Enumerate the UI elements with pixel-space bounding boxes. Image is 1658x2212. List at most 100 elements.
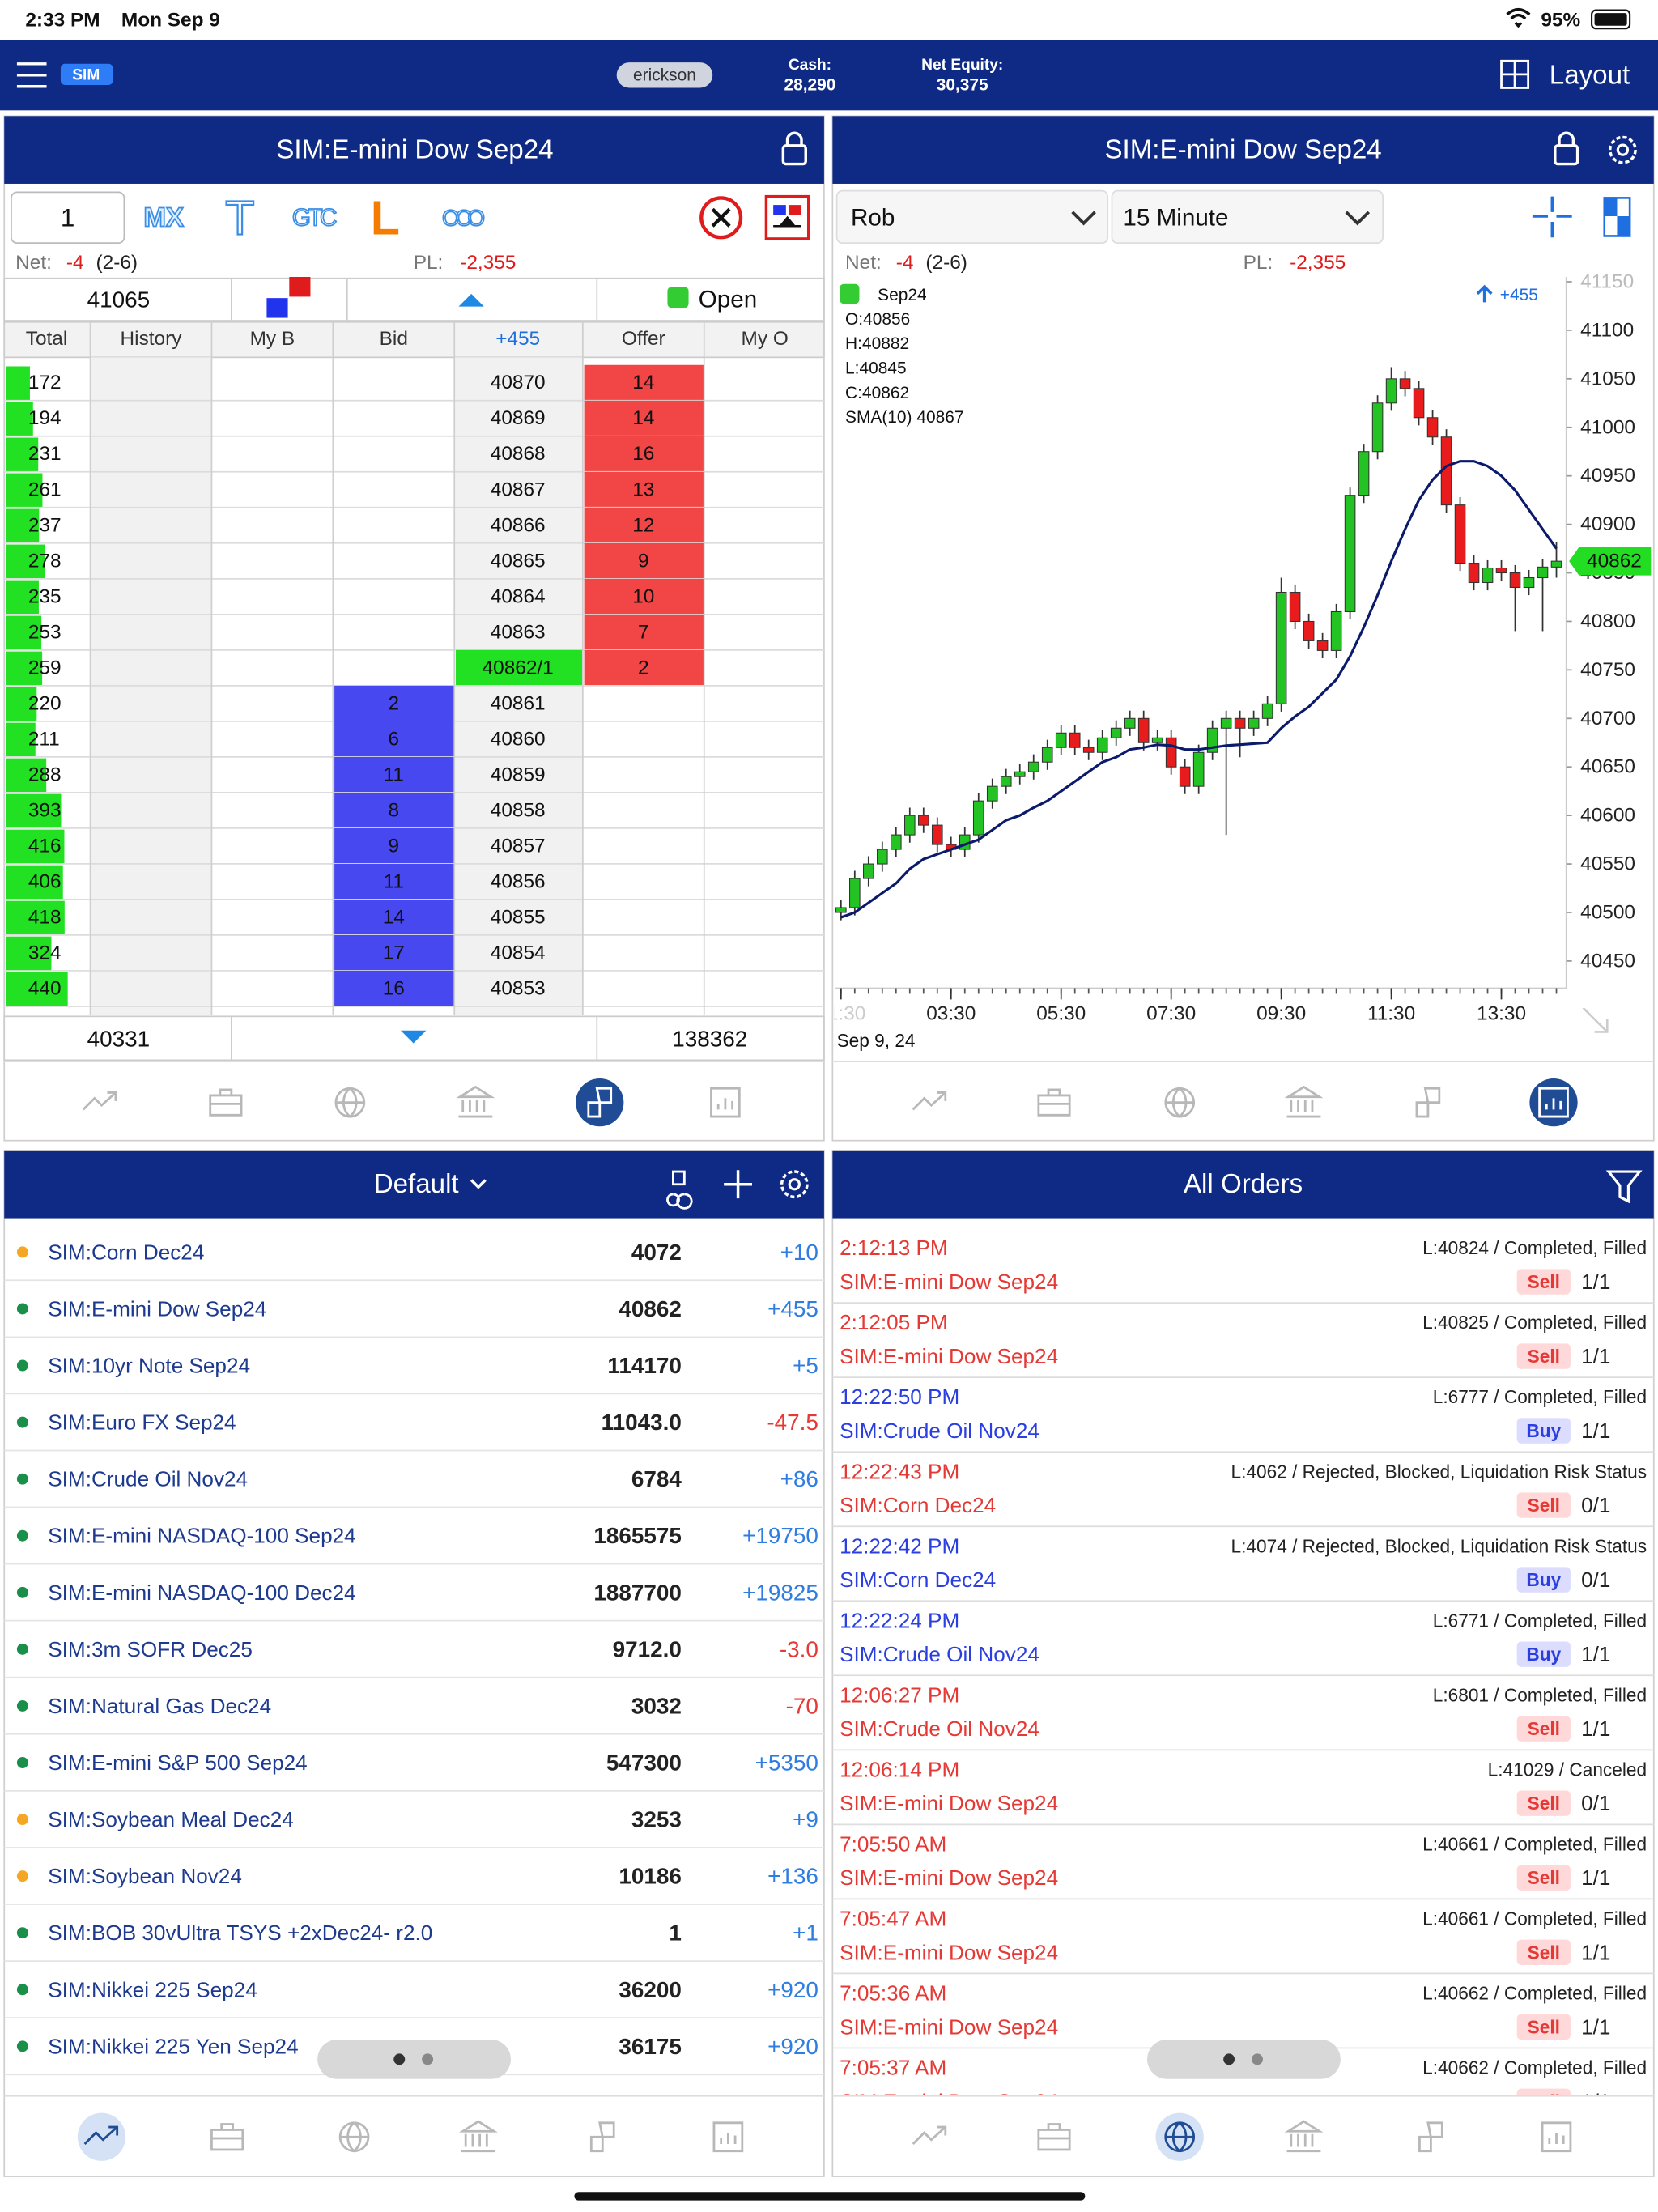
tab-icon[interactable] xyxy=(1164,2121,1196,2153)
instrument-name[interactable]: SIM:E-mini Dow Sep24 xyxy=(48,1296,266,1321)
instrument-name[interactable]: SIM:Crude Oil Nov24 xyxy=(48,1467,248,1491)
lock-icon[interactable] xyxy=(1554,144,1579,166)
resize-icon[interactable] xyxy=(1582,1006,1609,1033)
bid-cell[interactable] xyxy=(334,827,455,864)
instrument-name[interactable]: SIM:Soybean Meal Dec24 xyxy=(48,1807,294,1831)
tab-icon[interactable] xyxy=(1538,1087,1569,1118)
column-header: +455 xyxy=(495,328,540,350)
bid-cell[interactable] xyxy=(334,756,455,793)
tab-icon[interactable] xyxy=(83,2125,119,2145)
tab-icon[interactable] xyxy=(210,2123,244,2151)
tab-icon[interactable] xyxy=(334,1087,366,1118)
instrument-name[interactable]: SIM:Soybean Nov24 xyxy=(48,1864,242,1888)
tab-icon[interactable] xyxy=(589,2121,615,2153)
offer-cell[interactable] xyxy=(584,614,704,650)
order-tool[interactable]: T xyxy=(224,189,255,245)
tab-icon[interactable] xyxy=(1164,1087,1196,1118)
instrument-name[interactable]: SIM:E-mini S&P 500 Sep24 xyxy=(48,1750,307,1775)
scroll-up[interactable] xyxy=(458,293,484,307)
instrument-name[interactable]: SIM:E-mini NASDAQ-100 Sep24 xyxy=(48,1524,355,1548)
offer-cell[interactable] xyxy=(584,400,704,436)
offer-cell[interactable] xyxy=(584,578,704,615)
bid-cell[interactable] xyxy=(334,721,455,757)
tab-icon[interactable] xyxy=(1541,2121,1572,2153)
bid-cell[interactable] xyxy=(334,792,455,828)
status-dot xyxy=(16,1757,28,1768)
order-status: L:6777 / Completed, Filled xyxy=(1433,1386,1647,1407)
order-tool[interactable]: MX xyxy=(142,202,184,233)
tab-icon[interactable] xyxy=(458,2120,498,2153)
volume-bar xyxy=(5,544,45,579)
bid-cell[interactable] xyxy=(334,899,455,935)
offer-cell[interactable] xyxy=(584,471,704,508)
instrument-name[interactable]: SIM:E-mini NASDAQ-100 Dec24 xyxy=(48,1580,355,1605)
add-icon[interactable] xyxy=(724,1170,753,1199)
tab-icon[interactable] xyxy=(1415,1087,1441,1118)
order-tool[interactable]: L xyxy=(371,190,400,245)
order-tool[interactable]: GTC xyxy=(291,203,340,232)
instrument-name[interactable]: SIM:Nikkei 225 Sep24 xyxy=(48,1977,257,2001)
footer-right: 138362 xyxy=(672,1027,747,1052)
offer-cell[interactable] xyxy=(584,507,704,543)
tab-icon[interactable] xyxy=(209,1088,243,1117)
tab-icon[interactable] xyxy=(710,1087,741,1118)
bid-cell[interactable] xyxy=(334,934,455,971)
column-header: Bid xyxy=(380,328,408,350)
qty-box[interactable] xyxy=(11,191,125,245)
order-instrument: SIM:E-mini Dow Sep24 xyxy=(840,1791,1058,1815)
tab-icon[interactable] xyxy=(456,1085,495,1118)
instrument-name[interactable]: SIM:BOB 30vUltra TSYS +2xDec24- r2.0 xyxy=(48,1921,432,1945)
order-tool[interactable]: OCO xyxy=(441,204,489,231)
candle-body xyxy=(1509,572,1521,589)
total-volume: 406 xyxy=(28,870,62,892)
bid-size: 6 xyxy=(389,728,400,750)
account-select[interactable] xyxy=(835,189,1109,245)
instrument-name[interactable]: SIM:3m SOFR Dec25 xyxy=(48,1637,253,1661)
bid-cell[interactable] xyxy=(334,970,455,1006)
order-time: 12:22:42 PM xyxy=(840,1534,959,1558)
order-instrument: SIM:Crude Oil Nov24 xyxy=(840,1419,1039,1443)
market-state: Open xyxy=(699,286,757,313)
instrument-name[interactable]: SIM:Nikkei 225 Yen Sep24 xyxy=(48,2034,298,2058)
group-icon[interactable] xyxy=(666,1170,693,1210)
filter-icon[interactable] xyxy=(1605,1170,1643,1204)
candle-body xyxy=(1248,717,1260,729)
side-badge xyxy=(1516,1790,1571,1816)
chevron[interactable] xyxy=(470,1179,487,1189)
tab-icon[interactable] xyxy=(912,2125,947,2145)
candle-body xyxy=(903,815,916,836)
bid-cell[interactable] xyxy=(334,685,455,721)
gear-icon[interactable] xyxy=(780,1170,809,1199)
interval-select[interactable] xyxy=(1111,189,1384,245)
tab-icon[interactable] xyxy=(587,1087,613,1118)
tab-icon[interactable] xyxy=(82,1091,117,1111)
tab-icon[interactable] xyxy=(1418,2121,1443,2153)
instrument-name[interactable]: SIM:Natural Gas Dec24 xyxy=(48,1694,271,1718)
bid-cell[interactable] xyxy=(334,863,455,900)
instrument-name[interactable]: SIM:Corn Dec24 xyxy=(48,1240,204,1264)
tab-icon[interactable] xyxy=(1037,1088,1071,1117)
y-tick-label: 40550 xyxy=(1580,853,1635,875)
volume-bar xyxy=(5,793,62,828)
tab-icon[interactable] xyxy=(1037,2123,1071,2151)
offer-cell[interactable] xyxy=(584,649,704,686)
candle-body xyxy=(1275,591,1287,704)
tab-icon[interactable] xyxy=(1284,1085,1324,1118)
tab-icon[interactable] xyxy=(912,1091,947,1111)
offer-cell[interactable] xyxy=(584,542,704,579)
tab-icon[interactable] xyxy=(338,2121,370,2153)
scroll-down[interactable] xyxy=(401,1030,427,1044)
tab-icon[interactable] xyxy=(1284,2120,1324,2153)
offer-cell[interactable] xyxy=(584,436,704,472)
tab-icon[interactable] xyxy=(712,2121,744,2153)
instrument-name[interactable]: SIM:Euro FX Sep24 xyxy=(48,1410,236,1435)
instrument-name[interactable]: SIM:10yr Note Sep24 xyxy=(48,1354,250,1378)
crosshair-icon[interactable] xyxy=(1532,196,1572,238)
price-level: 40859 xyxy=(491,764,546,785)
offer-cell[interactable] xyxy=(584,364,704,401)
legend-swatch xyxy=(840,283,860,304)
gear-icon[interactable] xyxy=(1608,135,1637,164)
lock-icon[interactable] xyxy=(781,144,807,166)
legend-line: O:40856 xyxy=(845,310,910,329)
candle-body xyxy=(1165,737,1177,768)
